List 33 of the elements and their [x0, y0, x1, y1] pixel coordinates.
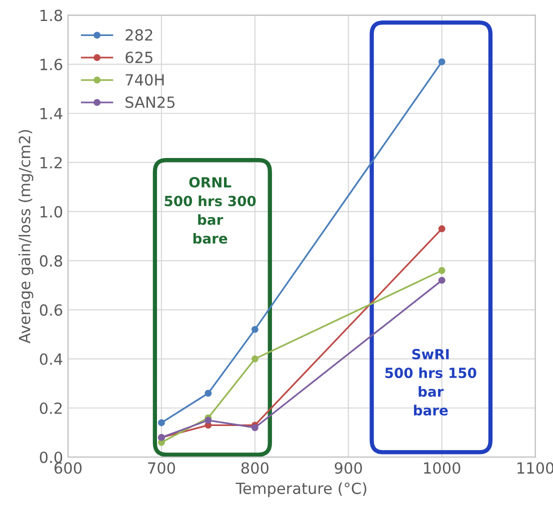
point: [251, 326, 258, 333]
x-axis-title: Temperature (°C): [236, 482, 366, 498]
point: [438, 225, 446, 232]
y-tick-label: 1.6: [40, 58, 62, 70]
y-tick-label: 1.0: [40, 206, 62, 218]
point: [204, 390, 212, 397]
point: [251, 424, 258, 432]
legend-label: 282: [126, 29, 152, 41]
y-tick-label: 1.4: [40, 108, 62, 120]
legend-label: 625: [126, 52, 152, 64]
point: [438, 58, 446, 66]
point: [251, 355, 258, 362]
y-tick-label: 0.0: [40, 452, 62, 464]
legend-label: SAN25: [126, 96, 175, 108]
y-tick-label: 1.2: [40, 156, 62, 168]
legend-label: 740H: [126, 74, 164, 86]
x-tick-label: 600: [54, 462, 82, 474]
y-axis-title: Average gain/loss (mg/cm2): [18, 130, 34, 344]
y-tick-label: 0.8: [40, 255, 62, 267]
x-tick-label: 800: [241, 462, 268, 474]
annotation: ORNL 500 hrs 300 bar bare: [164, 177, 256, 244]
y-tick-label: 0.2: [40, 402, 62, 414]
y-tick-label: 1.8: [40, 10, 62, 22]
x-tick-label: 700: [148, 462, 176, 474]
x-tick-label: 1000: [424, 462, 460, 474]
y-tick-label: 0.6: [40, 304, 62, 316]
annotation: SwRI 500 hrs 150 bar bare: [385, 348, 476, 416]
x-tick-label: 900: [334, 462, 362, 474]
point: [204, 416, 212, 424]
point: [438, 267, 446, 274]
y-tick-label: 0.4: [40, 353, 62, 365]
point: [158, 419, 165, 426]
point: [438, 276, 446, 284]
